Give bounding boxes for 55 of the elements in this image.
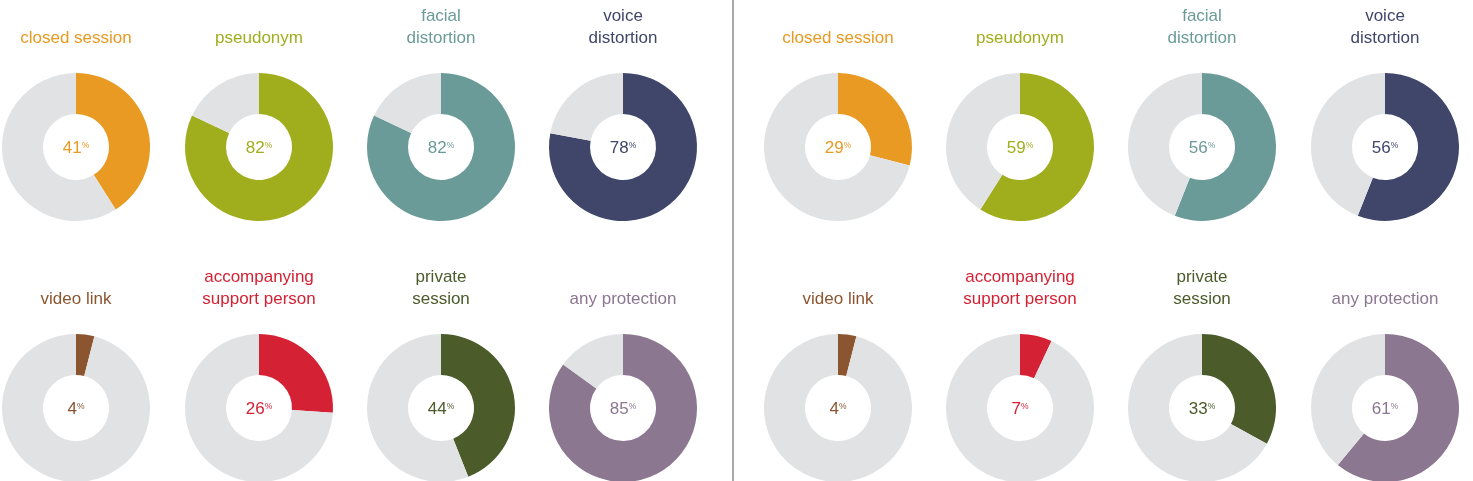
chart-title: private session xyxy=(1173,267,1231,308)
text: 85$^{%}$ xyxy=(609,399,637,418)
text: 29$^{%}$ xyxy=(824,138,852,157)
donut-slice xyxy=(563,334,623,389)
text: 61$^{%}$ xyxy=(1371,399,1399,418)
chart-title: accompanying support person xyxy=(963,267,1077,308)
donut-slice xyxy=(192,73,259,133)
text: 82$^{%}$ xyxy=(245,138,273,157)
text: 26$^{%}$ xyxy=(245,399,273,418)
chart-title: any protection xyxy=(1331,289,1439,308)
chart-title: private session xyxy=(412,267,470,308)
donut-slice xyxy=(2,334,150,481)
donut-slice xyxy=(946,334,1094,481)
donut-slice xyxy=(185,73,333,221)
donut-slice xyxy=(838,334,857,377)
chart-title: facial distortion xyxy=(1167,6,1237,47)
text: 41$^{%}$ xyxy=(62,138,90,157)
donut-slice xyxy=(550,73,623,141)
text: 56$^{%}$ xyxy=(1371,138,1399,157)
text: 4$^{%}$ xyxy=(829,399,847,418)
chart-title: closed session xyxy=(20,28,132,47)
donut-slice xyxy=(549,334,697,481)
donut-slice xyxy=(1020,334,1052,379)
donut-slice xyxy=(1174,73,1276,221)
text: 78$^{%}$ xyxy=(609,138,637,157)
donut-slice xyxy=(1337,334,1459,481)
donut-slice xyxy=(367,73,515,221)
donut-slice xyxy=(367,334,469,481)
chart-title: pseudonym xyxy=(215,28,303,47)
text: 82$^{%}$ xyxy=(427,138,455,157)
text: 7$^{%}$ xyxy=(1011,399,1029,418)
chart-title: voice distortion xyxy=(1350,6,1420,47)
donut-slice xyxy=(2,73,116,221)
donut-slice xyxy=(980,73,1094,221)
text: 56$^{%}$ xyxy=(1188,138,1216,157)
chart-title: any protection xyxy=(569,289,677,308)
text: 59$^{%}$ xyxy=(1006,138,1034,157)
donut-slice xyxy=(185,334,333,481)
text: 33$^{%}$ xyxy=(1188,399,1216,418)
text: 4$^{%}$ xyxy=(67,399,85,418)
donut-slice xyxy=(1357,73,1459,221)
chart-title: video link xyxy=(802,289,874,308)
chart-title: accompanying support person xyxy=(202,267,316,308)
donut-slice xyxy=(1128,334,1267,481)
text: 44$^{%}$ xyxy=(427,399,455,418)
donut-slice xyxy=(76,334,95,377)
chart-title: facial distortion xyxy=(406,6,476,47)
donut-slice xyxy=(374,73,441,133)
chart-title: closed session xyxy=(782,28,894,47)
donut-slice xyxy=(764,73,910,221)
chart-title: pseudonym xyxy=(976,28,1064,47)
donut-slice xyxy=(764,334,912,481)
donut-slice xyxy=(549,73,697,221)
chart-title: video link xyxy=(40,289,112,308)
chart-title: voice distortion xyxy=(588,6,658,47)
